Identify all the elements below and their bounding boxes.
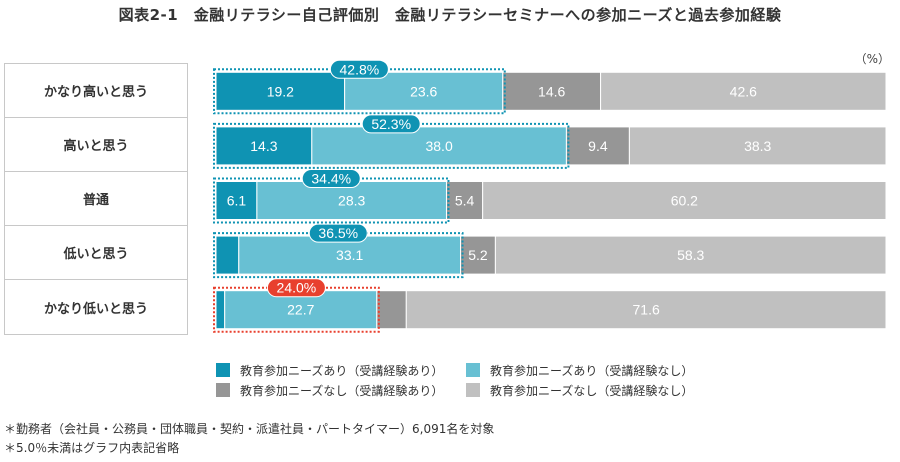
total-badge [361,114,421,134]
footnotes: ＊勤務者（会社員・公務員・団体職員・契約・派遣社員・パートタイマー）6,091名… [4,420,494,458]
bar-segment [215,126,313,166]
bar-segment [215,235,240,275]
total-badge-label: 42.8% [340,61,380,77]
legend-swatch [466,363,480,377]
stacked-bar-chart: 19.2 23.6 14.6 42.6 42.8% 14.3 38.0 9.4 38.3 52.3… [213,59,887,333]
data-label: 22.7 [287,302,314,318]
total-badge-label: 52.3% [371,116,411,132]
data-label: 42.6 [730,83,757,99]
data-label: 71.6 [633,302,660,318]
legend-item: 教育参加ニーズなし（受講経験なし） [466,382,716,399]
data-label: 28.3 [338,193,365,209]
total-badge-label: 34.4% [311,171,351,187]
bar-segment [215,71,346,111]
total-badge [301,169,361,188]
bar-segment [628,126,887,166]
category-label: 高いと思う [5,118,187,172]
category-table: かなり高いと思う 高いと思う 普通 低いと思う かなり低いと思う [4,63,188,335]
data-label: 38.3 [744,138,771,154]
data-label: 38.0 [425,138,452,154]
category-label: 普通 [5,172,187,226]
chart-title: 図表2-1 金融リテラシー自己評価別 金融リテラシーセミナーへの参加ニーズと過去… [118,6,782,24]
total-badge [266,278,326,298]
legend-label: 教育参加ニーズなし（受講経験なし） [490,383,694,398]
category-label: かなり高いと思う [5,64,187,118]
bar-segment [482,181,887,220]
data-label: 9.4 [588,138,608,154]
bar-segment [502,71,602,111]
legend-item: 教育参加ニーズなし（受講経験あり） [216,382,466,399]
total-badge [329,59,389,79]
data-label: 33.1 [336,247,363,263]
footnote: ＊5.0％未満はグラフ内表記省略 [4,441,180,455]
unit-label: （%） [854,52,890,66]
data-label: 14.3 [250,138,277,154]
footnote: ＊勤務者（会社員・公務員・団体職員・契約・派遣社員・パートタイマー）6,091名… [4,422,495,436]
bar-segment [565,126,630,166]
data-label: 19.2 [267,83,294,99]
legend-label: 教育参加ニーズあり（受講経験なし） [490,363,694,378]
data-label: 58.3 [677,247,704,263]
legend-label: 教育参加ニーズなし（受講経験あり） [240,383,444,398]
legend-swatch [216,363,230,377]
legend: 教育参加ニーズあり（受講経験あり） 教育参加ニーズあり（受講経験なし） 教育参加… [216,360,716,400]
bar-segment [600,71,887,111]
bar-segment [405,290,887,330]
total-badge [308,223,368,243]
bar-segment [311,126,567,166]
total-badge-label: 36.5% [318,225,358,241]
data-label: 60.2 [671,193,698,209]
legend-swatch [466,383,480,397]
data-label: 5.4 [455,193,475,209]
data-label: 5.2 [468,247,488,263]
bar-segment [494,235,887,275]
bar-segment [376,290,407,330]
legend-item: 教育参加ニーズあり（受講経験なし） [466,362,716,379]
data-label: 23.6 [410,83,437,99]
category-label: 低いと思う [5,226,187,280]
legend-label: 教育参加ニーズあり（受講経験あり） [240,363,444,378]
bar-segment [215,290,226,330]
data-label: 14.6 [538,83,565,99]
category-label: かなり低いと思う [43,301,148,317]
legend-item: 教育参加ニーズあり（受講経験あり） [216,362,466,379]
legend-swatch [216,383,230,397]
total-badge-label: 24.0% [277,280,317,296]
bar-segment [460,235,496,275]
data-label: 6.1 [227,193,247,209]
